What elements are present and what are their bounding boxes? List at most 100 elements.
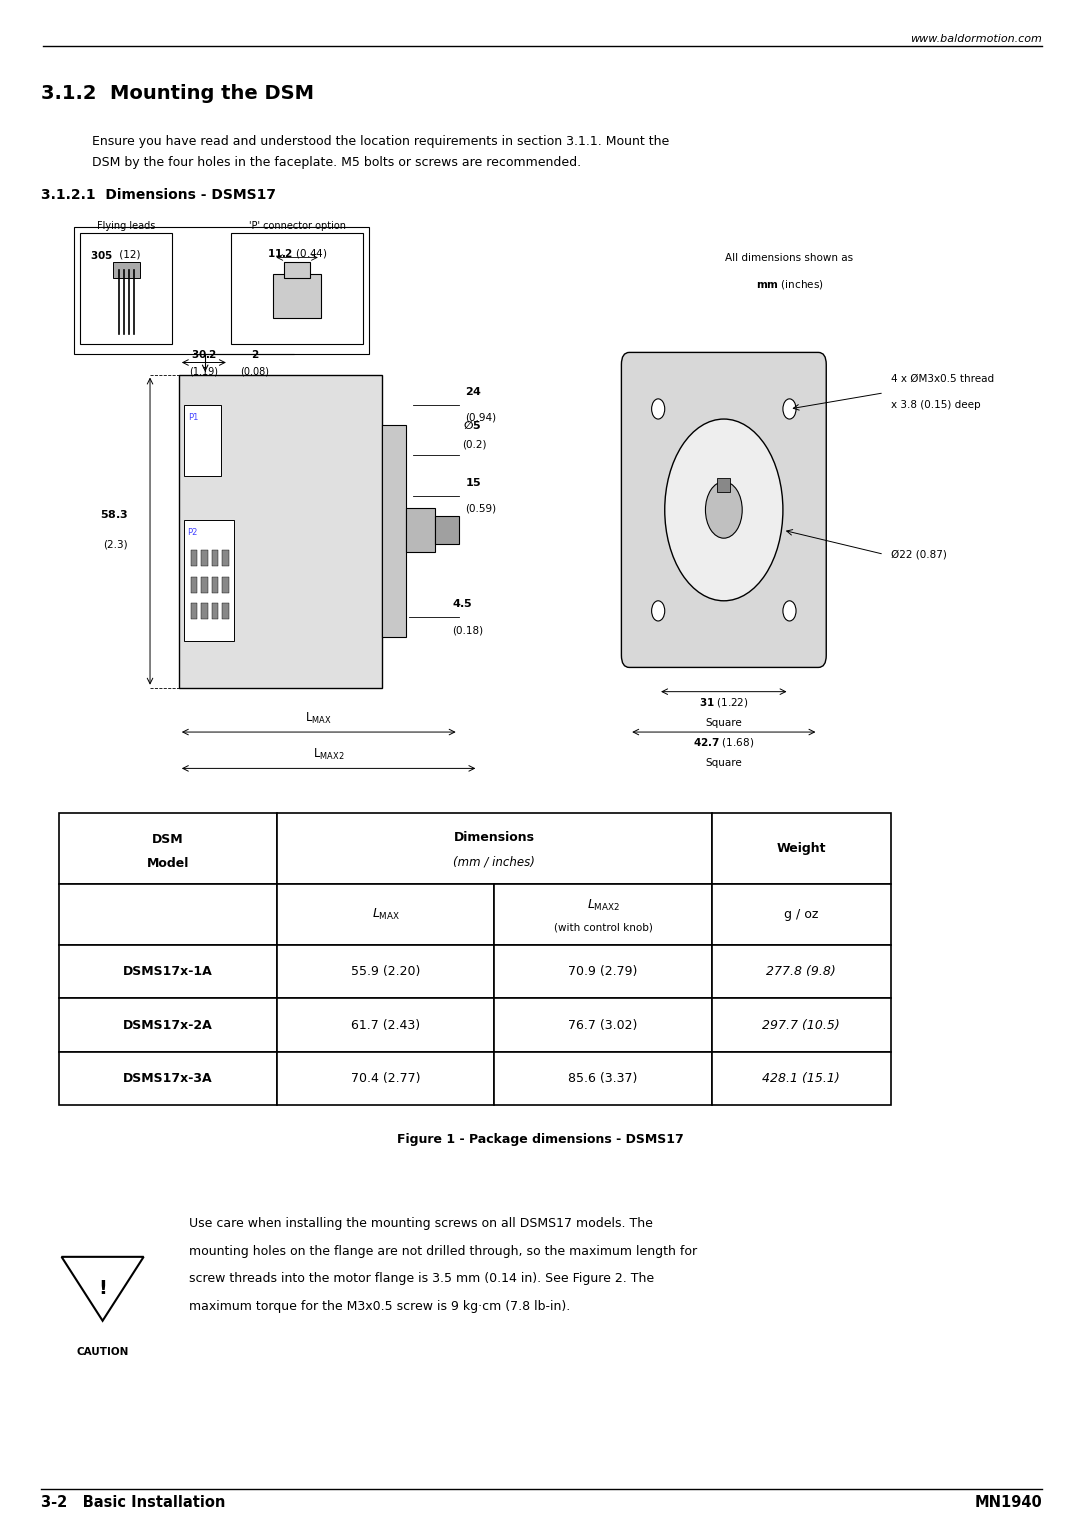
Text: 297.7 (10.5): 297.7 (10.5) — [762, 1018, 840, 1032]
Bar — [59, 813, 276, 884]
Text: P2: P2 — [187, 528, 198, 537]
Circle shape — [783, 601, 796, 621]
Text: maximum torque for the M3x0.5 screw is 9 kg·cm (7.8 lb-in).: maximum torque for the M3x0.5 screw is 9… — [189, 1300, 570, 1313]
Text: (1.19): (1.19) — [189, 367, 218, 376]
Bar — [201, 576, 207, 593]
Text: mounting holes on the flange are not drilled through, so the maximum length for: mounting holes on the flange are not dri… — [189, 1245, 697, 1258]
Bar — [191, 550, 198, 566]
Text: (with control knob): (with control knob) — [554, 924, 652, 933]
Text: screw threads into the motor flange is 3.5 mm (0.14 in). See Figure 2. The: screw threads into the motor flange is 3… — [189, 1272, 654, 1286]
Bar — [191, 576, 198, 593]
Text: $L_{\mathsf{MAX}}$: $L_{\mathsf{MAX}}$ — [372, 907, 400, 922]
Text: www.baldormotion.com: www.baldormotion.com — [910, 34, 1042, 44]
Text: $\mathbf{31}$ (1.22): $\mathbf{31}$ (1.22) — [699, 696, 748, 709]
Text: 'P' connector option: 'P' connector option — [248, 222, 346, 231]
Text: DSM: DSM — [152, 833, 184, 846]
Bar — [179, 375, 382, 688]
Text: $\mathbf{15}$: $\mathbf{15}$ — [465, 476, 482, 488]
Bar — [59, 945, 276, 998]
Text: 70.4 (2.77): 70.4 (2.77) — [351, 1072, 420, 1086]
Circle shape — [705, 482, 742, 538]
Bar — [276, 813, 712, 884]
Bar — [201, 550, 207, 566]
Bar — [382, 425, 406, 638]
Text: (0.2): (0.2) — [462, 439, 487, 450]
Text: $\mathsf{L}_{\mathsf{MAX}}$: $\mathsf{L}_{\mathsf{MAX}}$ — [306, 711, 333, 726]
Text: Ø22 (0.87): Ø22 (0.87) — [891, 549, 946, 560]
Polygon shape — [62, 1257, 144, 1321]
Text: $\mathsf{L}_{\mathsf{MAX2}}$: $\mathsf{L}_{\mathsf{MAX2}}$ — [313, 748, 345, 763]
Text: CAUTION: CAUTION — [77, 1347, 129, 1358]
Bar — [80, 234, 173, 344]
Text: Model: Model — [147, 858, 189, 870]
Bar — [185, 405, 221, 476]
Text: Square: Square — [705, 758, 742, 768]
Bar — [276, 945, 495, 998]
Text: Weight: Weight — [777, 842, 826, 855]
Bar — [191, 602, 198, 619]
Text: 4 x ØM3x0.5 thread: 4 x ØM3x0.5 thread — [891, 373, 994, 384]
Text: 277.8 (9.8): 277.8 (9.8) — [767, 965, 836, 979]
Bar — [712, 945, 891, 998]
Text: 85.6 (3.37): 85.6 (3.37) — [568, 1072, 638, 1086]
Text: (mm / inches): (mm / inches) — [454, 856, 536, 868]
Bar — [276, 884, 495, 945]
Bar — [113, 261, 139, 278]
Bar — [406, 508, 435, 552]
Bar — [276, 1052, 495, 1105]
Text: $\mathbf{11.2}$ (0.44): $\mathbf{11.2}$ (0.44) — [267, 248, 327, 260]
Bar — [212, 550, 218, 566]
Text: 76.7 (3.02): 76.7 (3.02) — [568, 1018, 638, 1032]
Text: DSMS17x-3A: DSMS17x-3A — [123, 1072, 213, 1086]
Text: (0.94): (0.94) — [465, 413, 497, 424]
Bar — [495, 945, 712, 998]
Text: Ensure you have read and understood the location requirements in section 3.1.1. : Ensure you have read and understood the … — [92, 135, 669, 148]
Text: $\mathbf{58.3}$: $\mathbf{58.3}$ — [100, 508, 129, 520]
Bar — [284, 261, 310, 278]
Text: Figure 1 - Package dimensions - DSMS17: Figure 1 - Package dimensions - DSMS17 — [396, 1133, 684, 1147]
Bar — [495, 998, 712, 1052]
Bar — [273, 274, 321, 318]
Bar — [276, 998, 495, 1052]
Circle shape — [651, 399, 665, 419]
Bar — [495, 884, 712, 945]
Text: DSMS17x-2A: DSMS17x-2A — [123, 1018, 213, 1032]
Text: $\mathbf{2}$: $\mathbf{2}$ — [251, 349, 259, 361]
Text: $\mathbf{42.7}$ (1.68): $\mathbf{42.7}$ (1.68) — [693, 735, 755, 749]
Text: $\mathbf{305}$: $\mathbf{305}$ — [91, 249, 113, 261]
Text: $\mathbf{\varnothing 5}$: $\mathbf{\varnothing 5}$ — [462, 419, 481, 431]
Bar — [712, 998, 891, 1052]
Bar — [222, 576, 229, 593]
Bar — [59, 998, 276, 1052]
Bar — [222, 602, 229, 619]
Text: Square: Square — [705, 719, 742, 728]
Bar — [231, 234, 363, 344]
Text: $L_{\mathsf{MAX2}}$: $L_{\mathsf{MAX2}}$ — [586, 898, 620, 913]
Text: g / oz: g / oz — [784, 908, 819, 920]
Bar — [712, 884, 891, 945]
Bar — [712, 813, 891, 884]
Text: 3.1.2  Mounting the DSM: 3.1.2 Mounting the DSM — [41, 84, 314, 102]
Text: Use care when installing the mounting screws on all DSMS17 models. The: Use care when installing the mounting sc… — [189, 1217, 653, 1231]
Text: (2.3): (2.3) — [103, 540, 127, 549]
Bar — [201, 602, 207, 619]
Text: Flying leads: Flying leads — [97, 222, 156, 231]
Text: 61.7 (2.43): 61.7 (2.43) — [351, 1018, 420, 1032]
Text: x 3.8 (0.15) deep: x 3.8 (0.15) deep — [891, 401, 981, 410]
Text: $\mathbf{24}$: $\mathbf{24}$ — [465, 385, 482, 398]
Text: 70.9 (2.79): 70.9 (2.79) — [568, 965, 638, 979]
Bar — [712, 1052, 891, 1105]
Circle shape — [665, 419, 783, 601]
Text: DSM by the four holes in the faceplate. M5 bolts or screws are recommended.: DSM by the four holes in the faceplate. … — [92, 156, 581, 170]
Bar — [212, 602, 218, 619]
Text: 428.1 (15.1): 428.1 (15.1) — [762, 1072, 840, 1086]
Bar — [435, 515, 459, 544]
Text: (0.59): (0.59) — [465, 505, 497, 514]
Text: 3.1.2.1  Dimensions - DSMS17: 3.1.2.1 Dimensions - DSMS17 — [41, 188, 276, 202]
Text: P1: P1 — [188, 413, 199, 422]
Text: 55.9 (2.20): 55.9 (2.20) — [351, 965, 420, 979]
Text: $\mathbf{4.5}$: $\mathbf{4.5}$ — [453, 596, 473, 609]
Text: MN1940: MN1940 — [974, 1495, 1042, 1511]
Text: $\mathbf{mm}$ (inches): $\mathbf{mm}$ (inches) — [756, 278, 823, 291]
Text: (0.08): (0.08) — [241, 367, 270, 376]
